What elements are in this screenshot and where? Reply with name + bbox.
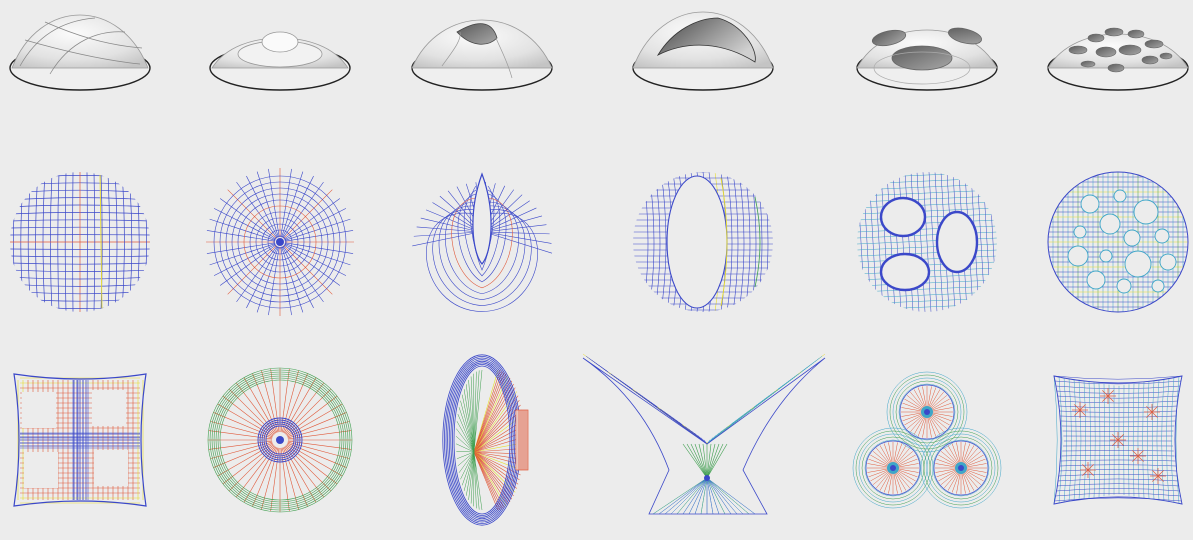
perforated-plan bbox=[1047, 171, 1189, 313]
radial-plan bbox=[206, 168, 354, 316]
quad-vault-shell bbox=[9, 14, 151, 91]
crescent-plan bbox=[633, 172, 773, 312]
radial-cable-net bbox=[207, 367, 353, 513]
quad-cable-net bbox=[13, 373, 147, 507]
perforated-shell bbox=[1047, 27, 1189, 91]
three-opening-shell bbox=[856, 27, 998, 91]
slit-dome-shell bbox=[411, 19, 553, 91]
cushion-grid bbox=[1053, 375, 1183, 505]
open-crescent-shell bbox=[632, 11, 774, 91]
oval-fan-net bbox=[442, 354, 529, 526]
three-hole-plan bbox=[857, 172, 997, 312]
slit-plan bbox=[412, 172, 553, 312]
stepped-dome-shell bbox=[209, 31, 351, 91]
cushion-net bbox=[1053, 375, 1183, 505]
butterfly-net bbox=[582, 353, 826, 515]
trefoil-net bbox=[852, 371, 1002, 509]
orthogonal-grid-plan bbox=[10, 172, 150, 312]
